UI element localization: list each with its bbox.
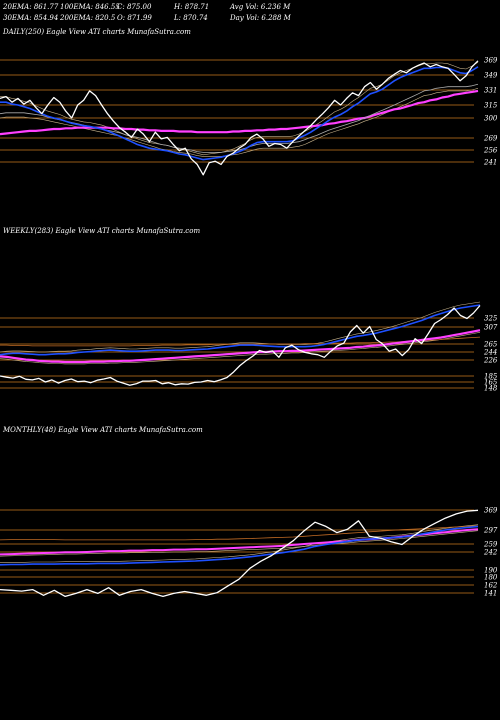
level-label: 369 — [484, 507, 498, 515]
level-label: 331 — [484, 87, 497, 95]
info-open: O: 871.99 — [117, 14, 152, 22]
weekly-panel-label: WEEKLY(283) Eagle View ATI charts Munafa… — [3, 227, 200, 235]
level-label: 297 — [483, 527, 498, 535]
level-label: 369 — [484, 57, 498, 65]
ema-mid-line — [0, 329, 481, 364]
info-ema30: 30EMA: 854.94 — [3, 14, 58, 22]
ema-band-line — [0, 530, 479, 557]
info-high: H: 878.71 — [173, 3, 209, 11]
level-label: 148 — [484, 385, 498, 393]
ema-band-line — [0, 332, 481, 365]
ema-band-line — [0, 301, 481, 353]
level-label: 259 — [483, 541, 498, 549]
info-ema200: 200EMA: 820.5 — [59, 14, 116, 22]
level-label: 226 — [483, 357, 498, 365]
price-line — [0, 305, 481, 386]
level-label: 241 — [483, 159, 497, 167]
level-label: 190 — [484, 567, 498, 575]
level-label: 300 — [484, 115, 498, 123]
level-label: 349 — [484, 72, 498, 80]
info-ema100: 100EMA: 846.55 — [60, 3, 120, 11]
level-label: 162 — [484, 582, 498, 590]
monthly-panel-label: MONTHLY(48) Eagle View ATI charts Munafa… — [2, 426, 203, 434]
ema-fast-line — [0, 66, 479, 161]
ema-slow-line — [0, 89, 479, 136]
level-label: 180 — [484, 574, 498, 582]
ema-band-line — [0, 62, 479, 156]
daily-panel-label: DAILY(250) Eagle View ATI charts MunafaS… — [2, 28, 191, 36]
level-label: 307 — [484, 324, 498, 332]
info-avg-vol: Avg Vol: 6.236 M — [229, 3, 291, 11]
level-label: 244 — [483, 349, 497, 357]
level-label: 315 — [484, 102, 498, 110]
level-label: 141 — [484, 590, 497, 598]
ema-band-line — [0, 524, 479, 563]
level-label: 269 — [483, 135, 498, 143]
price-line — [0, 60, 479, 176]
level-label: 256 — [483, 147, 498, 155]
level-label: 325 — [484, 315, 498, 323]
daily-panel: 369 349 331 315 300 269 256 241 — [0, 57, 498, 176]
ema-slow-line — [0, 525, 479, 541]
info-close: C: 875.00 — [117, 3, 152, 11]
price-line — [0, 509, 479, 598]
level-label: 185 — [484, 373, 498, 381]
info-header: 20EMA: 861.77 100EMA: 846.55 C: 875.00 H… — [2, 3, 292, 22]
level-label: 242 — [483, 549, 498, 557]
level-label: 265 — [483, 341, 498, 349]
ema-fast-line — [0, 304, 481, 356]
info-ema20: 20EMA: 861.77 — [2, 3, 59, 11]
info-day-vol: Day Vol: 6.288 M — [229, 14, 292, 22]
ema-fast-line — [0, 525, 479, 566]
level-label: 165 — [484, 379, 498, 387]
info-low: L: 870.74 — [173, 14, 208, 22]
